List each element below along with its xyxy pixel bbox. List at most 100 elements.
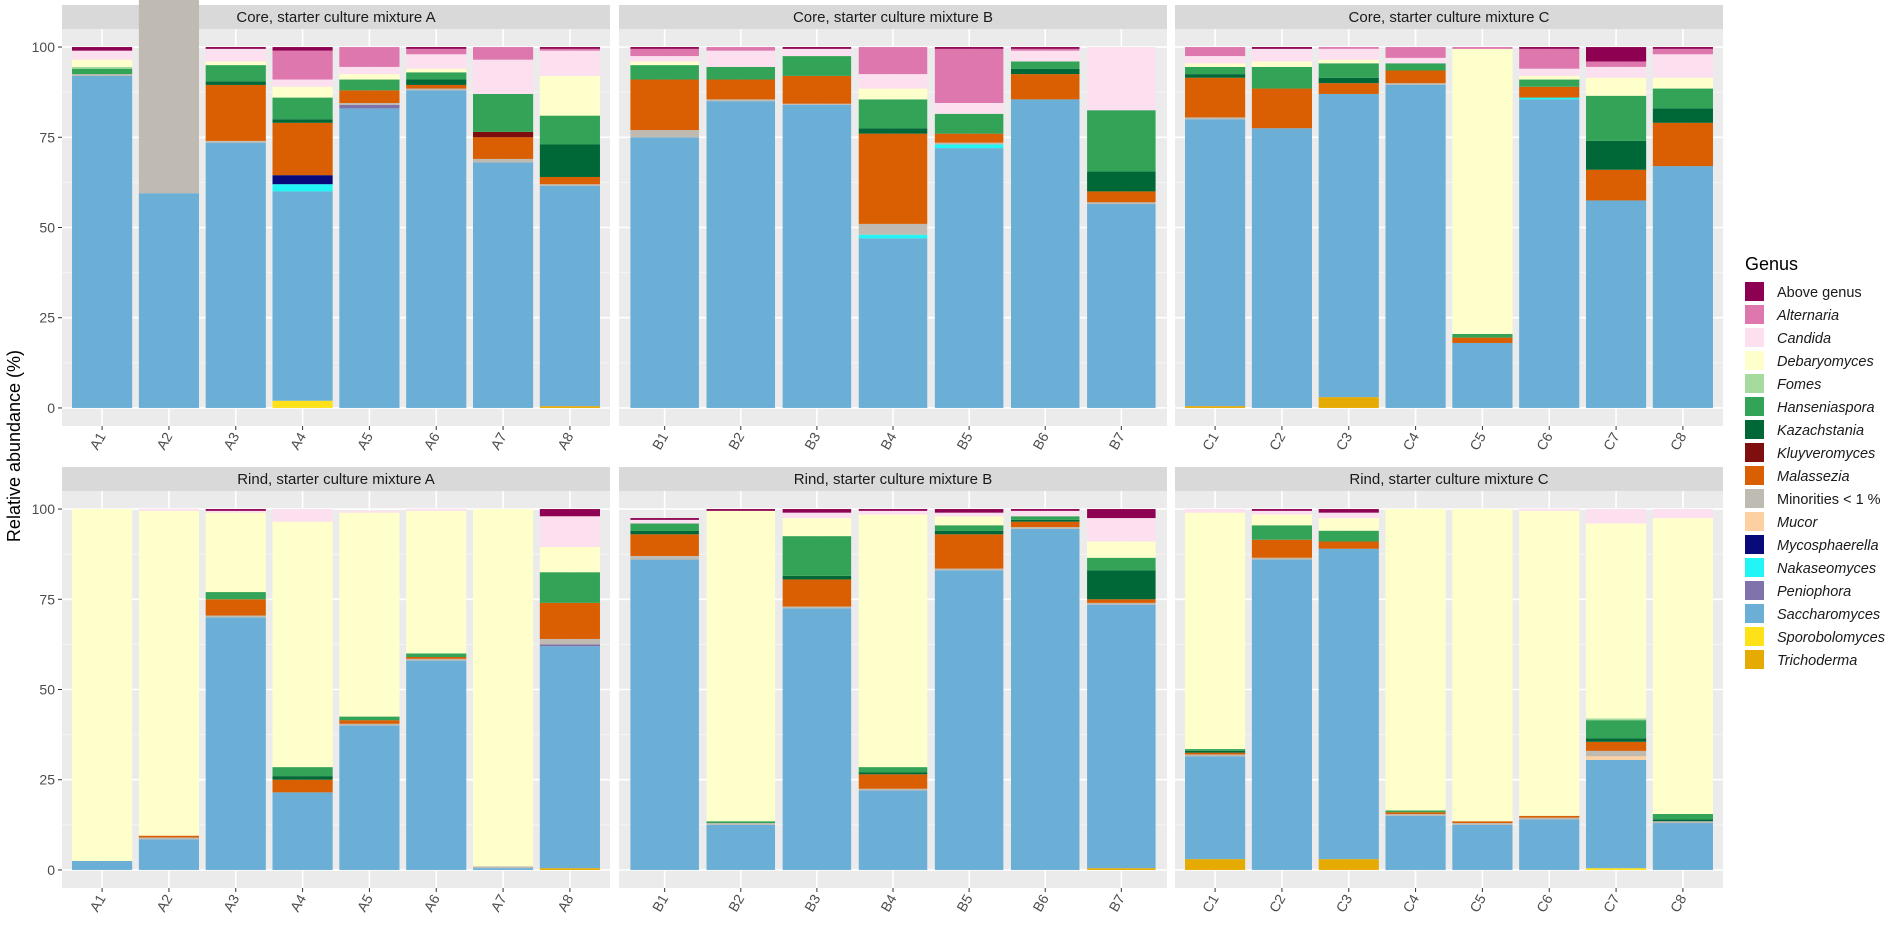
legend-swatch xyxy=(1745,650,1764,669)
bar-segment-saccharomyces xyxy=(1652,823,1713,870)
legend-item-candida: Candida xyxy=(1745,328,1831,347)
bar-segment-above-genus xyxy=(1010,47,1080,49)
legend-item-minorities-1: Minorities < 1 % xyxy=(1745,489,1881,508)
bar-segment-hanseniaspora xyxy=(272,97,333,120)
bar-a4 xyxy=(272,509,333,870)
bar-segment-kazachstania xyxy=(1318,77,1379,84)
bar-segment-saccharomyces xyxy=(1087,604,1156,869)
legend-label: Malassezia xyxy=(1777,469,1850,485)
x-tick-label: C6 xyxy=(1533,891,1556,915)
legend-swatch xyxy=(1745,512,1764,531)
bar-a6 xyxy=(406,509,467,870)
bar-segment-candida xyxy=(138,509,199,511)
bar-segment-candida xyxy=(1652,509,1713,519)
bar-c7 xyxy=(1586,47,1647,408)
bar-c8 xyxy=(1652,47,1713,408)
x-tick-label: C7 xyxy=(1600,429,1623,453)
bar-b3 xyxy=(782,509,852,870)
x-tick-label: A2 xyxy=(153,429,176,452)
legend-swatch xyxy=(1745,558,1764,577)
bar-segment-alternaria xyxy=(272,50,333,80)
bar-segment-kazachstania xyxy=(406,79,467,85)
bar-segment-hanseniaspora xyxy=(934,525,1004,531)
bar-segment-kazachstania xyxy=(782,575,852,580)
bar-c6 xyxy=(1519,47,1580,408)
panel-rind-starter-culture-mixture-b: Rind, starter culture mixture B B1 B2 B3 B4 B… xyxy=(619,467,1167,914)
bar-b1 xyxy=(630,47,699,408)
legend-swatch xyxy=(1745,397,1764,416)
x-tick-label: B4 xyxy=(877,891,900,914)
bar-segment-candida xyxy=(934,512,1004,517)
bar-segment-above-genus xyxy=(539,509,600,517)
bar-segment-kazachstania xyxy=(272,776,333,780)
bar-segment-minorities-1 xyxy=(473,866,534,869)
bar-segment-candida xyxy=(1519,68,1580,76)
bar-segment-above-genus xyxy=(1087,509,1156,519)
bar-segment-candida xyxy=(630,519,699,524)
x-tick-label: C8 xyxy=(1667,429,1690,453)
bar-segment-malassezia xyxy=(858,133,928,224)
y-tick-label: 50 xyxy=(39,220,55,236)
bar-segment-saccharomyces xyxy=(1185,756,1246,860)
bar-segment-saccharomyces xyxy=(205,142,266,408)
bar-c2 xyxy=(1251,509,1312,870)
bar-segment-minorities-1 xyxy=(406,658,467,661)
legend-swatch xyxy=(1745,305,1764,324)
bar-segment-debaryomyces xyxy=(782,518,852,537)
bar-segment-malassezia xyxy=(339,720,400,724)
bar-segment-debaryomyces xyxy=(138,510,199,836)
bar-segment-alternaria xyxy=(1318,47,1379,49)
panel-strip xyxy=(619,467,1167,491)
panel-title: Core, starter culture mixture C xyxy=(1349,9,1550,26)
y-tick-label: 25 xyxy=(39,310,55,326)
legend-label: Fomes xyxy=(1777,377,1821,393)
bar-segment-minorities-1 xyxy=(72,74,133,76)
bar-a5 xyxy=(339,510,400,870)
bar-segment-candida xyxy=(1652,54,1713,78)
legend-label: Minorities < 1 % xyxy=(1777,492,1881,508)
bar-segment-candida xyxy=(782,512,852,519)
bar-segment-trichoderma xyxy=(1185,406,1246,408)
bar-segment-above-genus xyxy=(934,47,1004,49)
bar-segment-candida xyxy=(339,510,400,513)
x-tick-label: C7 xyxy=(1600,891,1623,915)
bar-segment-minorities-1 xyxy=(339,723,400,726)
bar-segment-minorities-1 xyxy=(630,555,699,560)
x-tick-label: B2 xyxy=(725,429,748,452)
bar-segment-hanseniaspora xyxy=(339,79,400,91)
bar-segment-saccharomyces xyxy=(406,90,467,408)
bar-segment-candida xyxy=(205,510,266,513)
bar-segment-minorities-1 xyxy=(1385,83,1446,85)
legend-swatch xyxy=(1745,420,1764,439)
bar-segment-minorities-1 xyxy=(630,130,699,138)
bar-segment-above-genus xyxy=(782,47,852,49)
bar-segment-candida xyxy=(1087,47,1156,111)
bar-segment-hanseniaspora xyxy=(205,592,266,600)
bar-segment-minorities-1 xyxy=(1452,823,1513,825)
bar-segment-kazachstania xyxy=(1087,570,1156,600)
bar-c4 xyxy=(1385,509,1446,870)
bar-segment-saccharomyces xyxy=(272,191,333,401)
bar-segment-minorities-1 xyxy=(934,568,1004,571)
bar-segment-saccharomyces xyxy=(782,104,852,408)
bar-b3 xyxy=(782,47,852,408)
bar-c3 xyxy=(1318,509,1379,870)
bar-a8 xyxy=(539,47,600,408)
legend-item-above-genus: Above genus xyxy=(1745,282,1862,301)
bar-segment-saccharomyces xyxy=(630,137,699,408)
bar-segment-kazachstania xyxy=(539,144,600,177)
bar-c4 xyxy=(1385,47,1446,408)
bar-segment-saccharomyces xyxy=(1010,528,1080,870)
bar-segment-saccharomyces xyxy=(406,660,467,870)
bar-segment-kazachstania xyxy=(205,81,266,85)
bar-segment-saccharomyces xyxy=(272,792,333,870)
bar-segment-saccharomyces xyxy=(1251,559,1312,870)
bar-segment-candida xyxy=(272,509,333,522)
panel-title: Rind, starter culture mixture C xyxy=(1349,471,1548,488)
bar-segment-debaryomyces xyxy=(1519,510,1580,816)
panel-title: Rind, starter culture mixture A xyxy=(237,471,435,488)
legend-item-saccharomyces: Saccharomyces xyxy=(1745,604,1880,623)
bar-segment-candida xyxy=(1519,509,1580,511)
bar-segment-minorities-1 xyxy=(934,142,1004,145)
legend-label: Kluyveromyces xyxy=(1777,446,1875,462)
